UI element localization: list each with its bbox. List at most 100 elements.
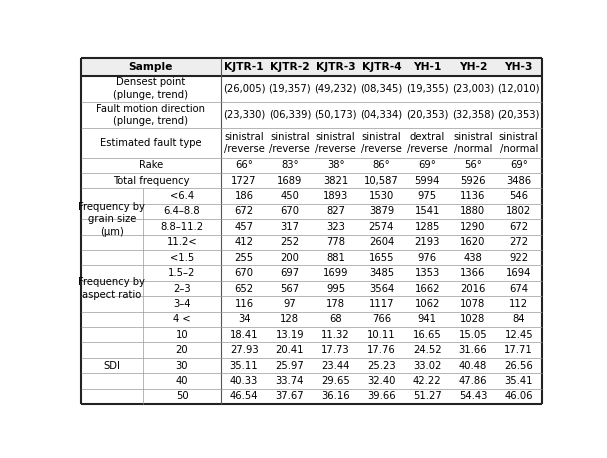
Text: 670: 670	[280, 207, 299, 217]
Text: 25.97: 25.97	[276, 360, 304, 371]
Text: 35.41: 35.41	[504, 376, 533, 386]
Text: 2016: 2016	[460, 284, 486, 294]
Text: 46.54: 46.54	[230, 392, 259, 401]
Text: 652: 652	[234, 284, 254, 294]
Text: 39.66: 39.66	[367, 392, 396, 401]
Text: 11.32: 11.32	[321, 330, 350, 340]
Text: 42.22: 42.22	[413, 376, 441, 386]
Text: (19,355): (19,355)	[406, 84, 449, 93]
Text: 36.16: 36.16	[321, 392, 350, 401]
Text: (23,330): (23,330)	[223, 110, 265, 120]
Text: 941: 941	[418, 314, 436, 324]
Text: 827: 827	[326, 207, 345, 217]
Text: YH-3: YH-3	[504, 62, 533, 72]
Text: 32.40: 32.40	[367, 376, 396, 386]
Text: (19,357): (19,357)	[268, 84, 311, 93]
Text: 1117: 1117	[368, 299, 394, 309]
Text: 1655: 1655	[368, 253, 394, 263]
Text: 20.41: 20.41	[276, 345, 304, 355]
Text: 1285: 1285	[415, 222, 440, 232]
Text: 38°: 38°	[327, 160, 344, 170]
Text: (08,345): (08,345)	[361, 84, 402, 93]
Text: (12,010): (12,010)	[498, 84, 540, 93]
Text: SDI: SDI	[103, 360, 120, 371]
Text: 255: 255	[234, 253, 254, 263]
Text: 1689: 1689	[277, 175, 302, 185]
Text: YH-1: YH-1	[413, 62, 441, 72]
Text: 40.33: 40.33	[230, 376, 258, 386]
Text: 1028: 1028	[460, 314, 486, 324]
Text: Frequency by
aspect ratio: Frequency by aspect ratio	[78, 277, 145, 300]
Text: (32,358): (32,358)	[452, 110, 494, 120]
Text: (23,003): (23,003)	[452, 84, 494, 93]
Text: 69°: 69°	[510, 160, 527, 170]
Text: (20,353): (20,353)	[406, 110, 449, 120]
Text: Densest point
(plunge, trend): Densest point (plunge, trend)	[114, 77, 188, 100]
Text: 17.76: 17.76	[367, 345, 396, 355]
Text: sinistral
/reverse: sinistral /reverse	[270, 131, 310, 154]
Text: <6.4: <6.4	[170, 191, 194, 201]
Text: 10.11: 10.11	[367, 330, 396, 340]
Text: (26,005): (26,005)	[223, 84, 265, 93]
Text: 11.2<: 11.2<	[167, 237, 197, 247]
Text: 68: 68	[330, 314, 342, 324]
Text: 20: 20	[175, 345, 188, 355]
Text: 66°: 66°	[235, 160, 253, 170]
Text: 1366: 1366	[460, 268, 486, 278]
Text: 1353: 1353	[415, 268, 440, 278]
Text: 976: 976	[418, 253, 436, 263]
Text: 33.02: 33.02	[413, 360, 441, 371]
Text: (04,334): (04,334)	[361, 110, 402, 120]
Text: sinistral
/reverse: sinistral /reverse	[361, 131, 402, 154]
Text: 16.65: 16.65	[413, 330, 441, 340]
Text: 5926: 5926	[460, 175, 486, 185]
Text: (06,339): (06,339)	[269, 110, 311, 120]
Text: 24.52: 24.52	[413, 345, 441, 355]
Text: KJTR-4: KJTR-4	[362, 62, 401, 72]
Text: 34: 34	[238, 314, 250, 324]
Text: Fault motion direction
(plunge, trend): Fault motion direction (plunge, trend)	[97, 104, 205, 126]
Text: YH-2: YH-2	[459, 62, 487, 72]
Text: (20,353): (20,353)	[498, 110, 540, 120]
Text: 1541: 1541	[415, 207, 440, 217]
Text: 35.11: 35.11	[230, 360, 259, 371]
Text: 438: 438	[464, 253, 483, 263]
Text: sinistral
/normal: sinistral /normal	[453, 131, 493, 154]
Text: 1.5–2: 1.5–2	[168, 268, 195, 278]
Text: 31.66: 31.66	[459, 345, 487, 355]
Text: 18.41: 18.41	[230, 330, 259, 340]
Text: 56°: 56°	[464, 160, 482, 170]
Text: 567: 567	[280, 284, 299, 294]
Text: 30: 30	[176, 360, 188, 371]
Text: 1699: 1699	[323, 268, 348, 278]
Text: KJTR-3: KJTR-3	[316, 62, 356, 72]
Text: 116: 116	[234, 299, 254, 309]
Text: 40.48: 40.48	[459, 360, 487, 371]
Text: 457: 457	[234, 222, 254, 232]
Text: 697: 697	[280, 268, 299, 278]
Text: 69°: 69°	[418, 160, 436, 170]
Text: 23.44: 23.44	[322, 360, 350, 371]
Text: 975: 975	[418, 191, 436, 201]
Text: 546: 546	[509, 191, 528, 201]
Text: 46.06: 46.06	[504, 392, 533, 401]
Bar	[81, 59, 541, 76]
Text: 3486: 3486	[506, 175, 531, 185]
Text: 672: 672	[234, 207, 254, 217]
Text: 922: 922	[509, 253, 528, 263]
Text: Rake: Rake	[139, 160, 163, 170]
Text: 51.27: 51.27	[413, 392, 441, 401]
Text: sinistral
/normal: sinistral /normal	[499, 131, 538, 154]
Text: 10: 10	[175, 330, 188, 340]
Text: 33.74: 33.74	[276, 376, 304, 386]
Text: 17.73: 17.73	[321, 345, 350, 355]
Text: 881: 881	[326, 253, 345, 263]
Text: sinistral
/reverse: sinistral /reverse	[223, 131, 265, 154]
Text: 37.67: 37.67	[276, 392, 304, 401]
Text: KJTR-1: KJTR-1	[224, 62, 264, 72]
Text: 97: 97	[283, 299, 296, 309]
Text: 5994: 5994	[415, 175, 440, 185]
Text: Frequency by
grain size
(μm): Frequency by grain size (μm)	[78, 202, 145, 237]
Text: 84: 84	[512, 314, 525, 324]
Text: 1290: 1290	[460, 222, 486, 232]
